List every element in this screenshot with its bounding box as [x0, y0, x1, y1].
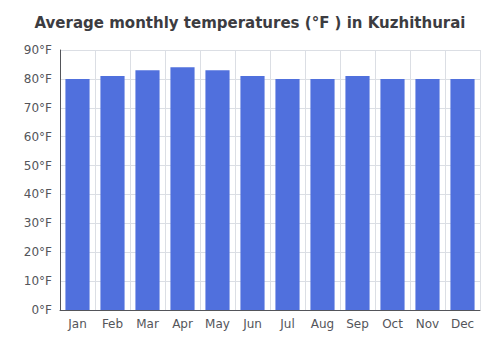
svg-text:70°F: 70°F — [24, 101, 52, 115]
svg-text:0°F: 0°F — [31, 303, 52, 317]
svg-text:Jul: Jul — [279, 317, 294, 331]
svg-text:20°F: 20°F — [24, 245, 52, 259]
svg-text:Apr: Apr — [172, 317, 193, 331]
svg-text:May: May — [205, 317, 230, 331]
svg-text:80°F: 80°F — [24, 72, 52, 86]
svg-text:Jun: Jun — [242, 317, 262, 331]
svg-text:Oct: Oct — [382, 317, 403, 331]
svg-text:Sep: Sep — [346, 317, 369, 331]
svg-text:Aug: Aug — [311, 317, 334, 331]
svg-text:50°F: 50°F — [24, 159, 52, 173]
svg-text:Dec: Dec — [451, 317, 474, 331]
svg-text:40°F: 40°F — [24, 187, 52, 201]
svg-text:Average monthly temperatures (: Average monthly temperatures (°F ) in Ku… — [35, 14, 466, 32]
svg-text:60°F: 60°F — [24, 130, 52, 144]
svg-text:Feb: Feb — [102, 317, 123, 331]
svg-text:Jan: Jan — [67, 317, 87, 331]
svg-text:Mar: Mar — [136, 317, 159, 331]
svg-text:90°F: 90°F — [24, 43, 52, 57]
svg-text:10°F: 10°F — [24, 274, 52, 288]
svg-text:Nov: Nov — [416, 317, 439, 331]
svg-text:30°F: 30°F — [24, 216, 52, 230]
